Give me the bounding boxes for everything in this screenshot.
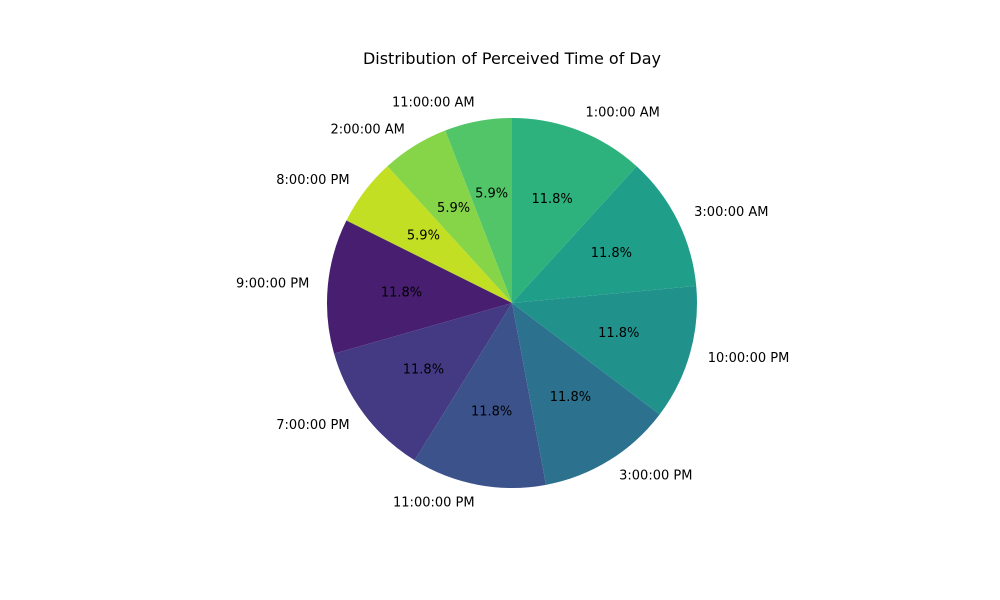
slice-label: 11:00:00 AM <box>392 95 475 110</box>
slice-percent-label: 11.8% <box>591 246 632 261</box>
slice-label: 2:00:00 AM <box>331 122 405 137</box>
slice-percent-label: 11.8% <box>471 405 512 420</box>
pie-slice <box>387 130 512 303</box>
slice-percent-label: 11.8% <box>550 390 591 405</box>
pie-slice <box>414 303 546 488</box>
slice-percent-label: 11.8% <box>403 362 444 377</box>
slice-label: 3:00:00 PM <box>619 469 692 484</box>
pie-labels: 11:00:00 AM 5.9% 2:00:00 AM 5.9% 8:00:00 PM 5… <box>236 95 789 510</box>
pie-slice <box>512 118 637 303</box>
slice-percent-label: 5.9% <box>437 201 470 216</box>
slice-label: 1:00:00 AM <box>586 106 660 121</box>
pie-slice <box>445 118 512 303</box>
slice-percent-label: 5.9% <box>407 229 440 244</box>
pie-slice <box>512 285 697 415</box>
slice-percent-label: 5.9% <box>475 186 508 201</box>
pie-slice <box>512 166 697 303</box>
pie-slices <box>327 118 697 488</box>
slice-percent-label: 11.8% <box>381 285 422 300</box>
slice-label: 11:00:00 PM <box>393 496 475 511</box>
pie-slice <box>512 303 660 485</box>
pie-slice <box>346 166 512 303</box>
pie-slice <box>327 220 512 354</box>
slice-label: 8:00:00 PM <box>276 173 349 188</box>
chart-title: Distribution of Perceived Time of Day <box>363 49 661 68</box>
slice-percent-label: 11.8% <box>598 326 639 341</box>
slice-label: 10:00:00 PM <box>708 351 790 366</box>
slice-label: 9:00:00 PM <box>236 277 309 292</box>
pie-slice <box>334 303 512 461</box>
slice-label: 7:00:00 PM <box>276 418 349 433</box>
slice-label: 3:00:00 AM <box>694 205 768 220</box>
slice-percent-label: 11.8% <box>531 192 572 207</box>
